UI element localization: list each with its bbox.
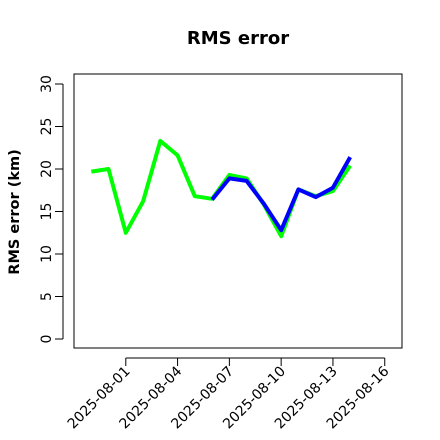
y-axis-label: RMS error (km) xyxy=(7,149,23,274)
y-tick-label: 25 xyxy=(39,118,55,136)
plot-frame xyxy=(73,73,403,349)
y-tick-label: 30 xyxy=(39,75,55,93)
y-tick-label: 10 xyxy=(39,245,55,263)
y-tick-label: 15 xyxy=(39,203,55,221)
series-layer xyxy=(91,138,352,239)
y-tick-label: 20 xyxy=(39,160,55,178)
chart-title: RMS error xyxy=(187,28,289,49)
x-axis: 2025-08-012025-08-042025-08-072025-08-10… xyxy=(65,357,393,432)
y-tick-label: 0 xyxy=(39,335,55,344)
series-1 xyxy=(210,156,352,233)
y-tick-label: 5 xyxy=(39,292,55,301)
y-axis: 0 5 10 15 20 25 30 xyxy=(39,75,64,344)
